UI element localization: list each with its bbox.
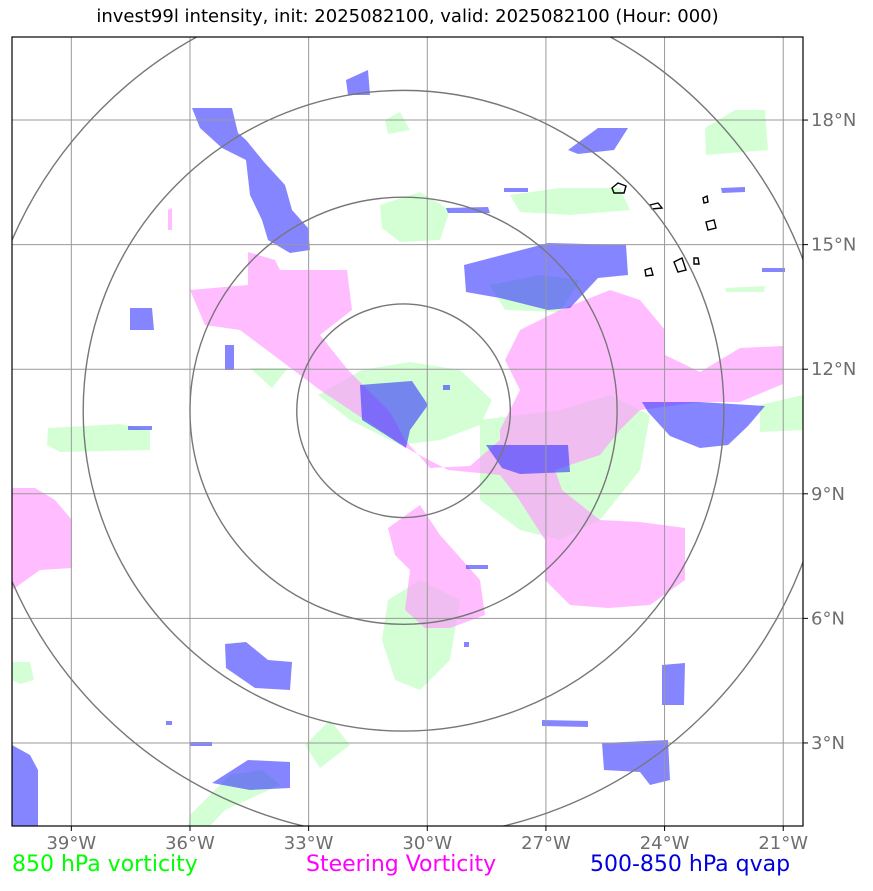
vort850-patch xyxy=(250,368,288,388)
steering-patch xyxy=(12,488,72,590)
lon-tick-label: 30°W xyxy=(402,833,452,854)
steering-patch xyxy=(190,252,783,608)
qvap-patch xyxy=(762,268,785,272)
qvap-patch xyxy=(166,721,172,725)
qvap-patch xyxy=(225,642,292,690)
range-ring xyxy=(189,196,618,626)
lon-tick-label: 27°W xyxy=(521,833,571,854)
qvap-patch xyxy=(721,187,745,193)
steering-patch xyxy=(388,505,485,628)
steering-vorticity-layer xyxy=(12,208,783,628)
vort850-patch xyxy=(380,192,450,242)
qvap-patch xyxy=(12,745,38,826)
qvap-layer xyxy=(12,70,785,826)
lat-tick-label: 3°N xyxy=(811,733,845,754)
vort850-patch xyxy=(760,395,803,432)
chart-title: invest99l intensity, init: 2025082100, v… xyxy=(96,6,719,27)
lat-tick-label: 18°N xyxy=(811,110,856,131)
island-outline xyxy=(693,257,700,265)
qvap-patch xyxy=(128,426,152,430)
qvap-patch xyxy=(225,345,234,370)
qvap-patch xyxy=(542,720,588,727)
range-ring xyxy=(82,89,725,732)
qvap-patch xyxy=(466,565,488,569)
legend-850-vorticity: 850 hPa vorticity xyxy=(12,852,198,877)
lon-tick-label: 21°W xyxy=(758,833,808,854)
qvap-patch xyxy=(443,385,450,390)
lon-tick-label: 33°W xyxy=(284,833,334,854)
vort850-patch xyxy=(12,662,34,684)
vort850-patch xyxy=(705,110,768,155)
legend-steering-vorticity: Steering Vorticity xyxy=(306,852,497,877)
qvap-patch xyxy=(130,308,154,330)
vort850-patch xyxy=(305,720,350,768)
lon-tick-label: 24°W xyxy=(640,833,690,854)
legend-qvap: 500-850 hPa qvap xyxy=(590,852,791,877)
steering-patch xyxy=(168,208,172,230)
qvap-patch xyxy=(568,128,628,154)
island-outline xyxy=(644,267,654,277)
lon-tick-label: 36°W xyxy=(165,833,215,854)
island-outline xyxy=(702,194,709,204)
qvap-patch xyxy=(602,740,670,785)
qvap-patch xyxy=(192,108,310,253)
vort850-patch xyxy=(47,424,150,452)
map-frame xyxy=(11,36,804,827)
axis-ticks: 39°W 36°W 33°W 30°W 27°W 24°W 21°W 3°N 6°N 9°N 12°… xyxy=(46,110,856,854)
lat-tick-label: 6°N xyxy=(811,608,845,629)
vort850-patch xyxy=(725,286,765,292)
qvap-patch xyxy=(346,70,370,95)
lat-tick-label: 15°N xyxy=(811,235,856,256)
lat-tick-label: 12°N xyxy=(811,359,856,380)
vort850-patch xyxy=(385,112,410,134)
graticule xyxy=(12,37,803,826)
qvap-patch xyxy=(642,402,765,448)
qvap-patch xyxy=(486,445,570,474)
range-rings xyxy=(12,37,803,826)
qvap-patch xyxy=(662,663,685,705)
qvap-patch xyxy=(504,188,528,192)
lon-tick-label: 39°W xyxy=(46,833,96,854)
vorticity-850-layer xyxy=(12,110,803,826)
island-outline xyxy=(705,219,717,231)
qvap-patch xyxy=(464,642,469,647)
vort850-patch xyxy=(510,188,630,215)
island-outline xyxy=(673,257,687,273)
cape-verde-islands xyxy=(611,182,717,277)
qvap-patch xyxy=(360,381,428,448)
qvap-patch xyxy=(212,760,290,790)
lat-tick-label: 9°N xyxy=(811,484,845,505)
range-ring xyxy=(296,303,512,519)
island-outline xyxy=(611,182,627,194)
